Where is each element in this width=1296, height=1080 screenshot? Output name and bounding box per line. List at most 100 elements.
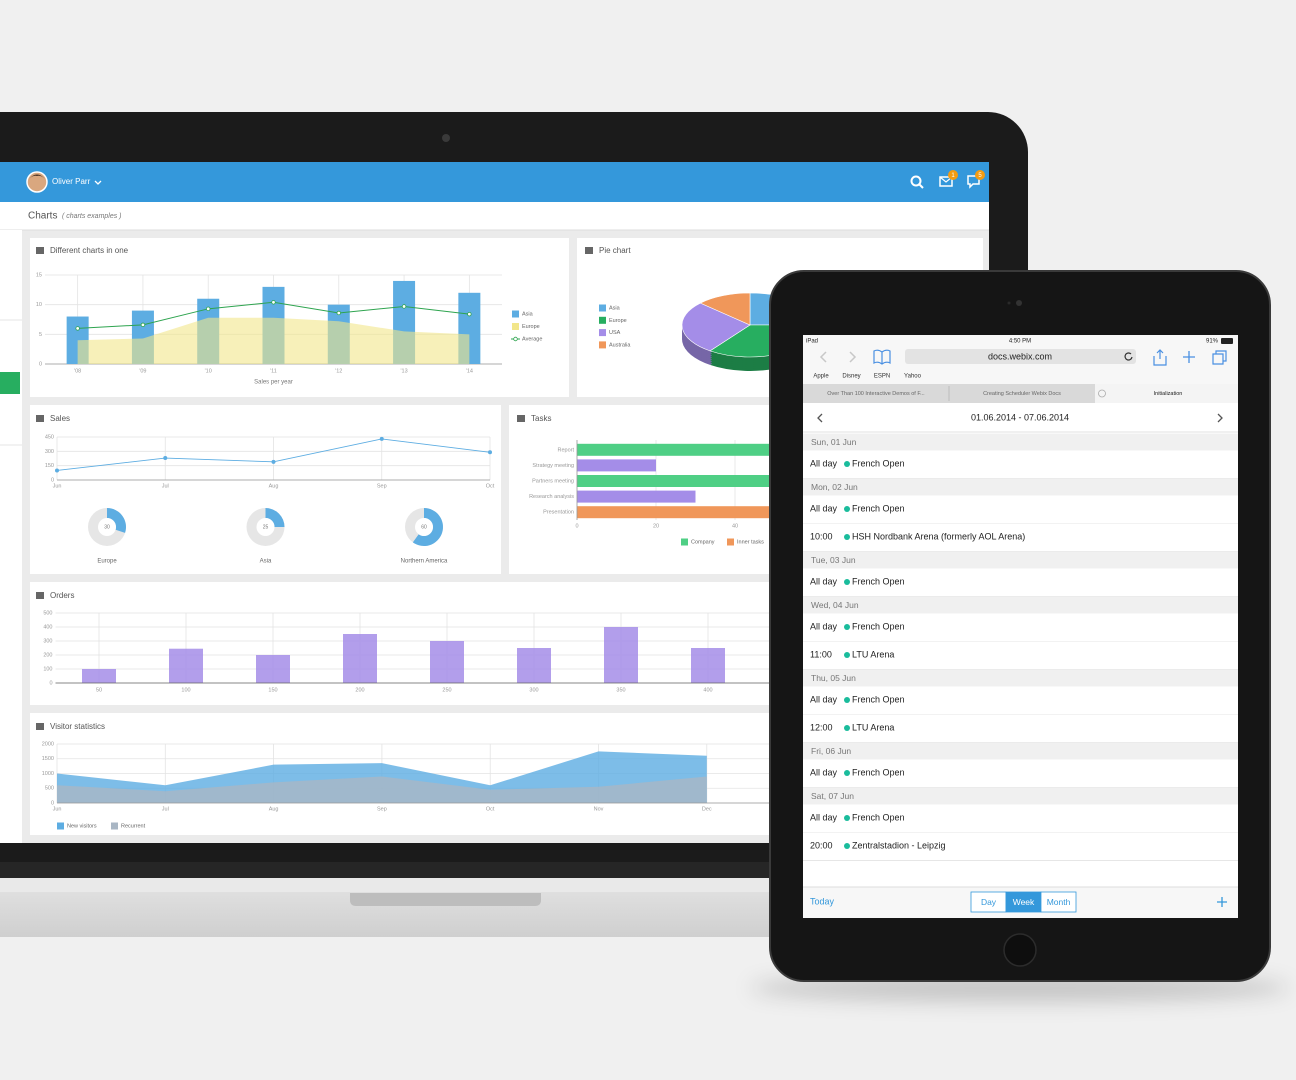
active-tab[interactable] (1095, 384, 1238, 403)
home-button[interactable] (1003, 933, 1037, 967)
y-tick-label: 2000 (42, 741, 54, 747)
point (206, 306, 211, 312)
event-time: All day (810, 576, 838, 586)
donut-arc (412, 508, 443, 546)
y-tick-label: 0 (51, 477, 54, 483)
y-tick-label: 300 (43, 638, 52, 644)
day-label: Thu, 05 Jun (811, 673, 856, 683)
y-tick-label: 100 (43, 666, 52, 672)
y-tick-label: 1000 (42, 771, 54, 777)
event-row[interactable] (803, 613, 1238, 642)
view-tab[interactable] (1040, 891, 1077, 913)
scheduler: Apple Disney ESPN Yahoo Over Than 100 Intera… (803, 374, 1238, 861)
prev-week[interactable] (817, 413, 823, 423)
panel-title: Tasks (531, 414, 551, 423)
bar (82, 669, 116, 683)
event-row[interactable] (803, 832, 1238, 861)
sidebar-active-item[interactable] (0, 372, 20, 394)
x-tick-label: 0 (575, 523, 578, 529)
legend-label: Recurrent (121, 823, 146, 829)
event-time: 20:00 (810, 840, 833, 850)
legend-label: Australia (609, 342, 631, 348)
day-header (803, 742, 1238, 760)
page-title: Charts (28, 211, 57, 222)
today-button[interactable]: Today (810, 896, 835, 906)
event-row[interactable] (803, 523, 1238, 552)
legend-swatch[interactable] (681, 538, 688, 546)
url-field[interactable] (905, 349, 1136, 364)
page-subtitle: ( charts examples ) (62, 213, 122, 220)
legend-swatch[interactable] (512, 310, 519, 318)
bookmarks-icon[interactable] (873, 349, 891, 365)
panel-icon (36, 592, 44, 599)
panel-title: Visitor statistics (50, 722, 105, 731)
tabs-icon[interactable] (1212, 350, 1227, 365)
event-row[interactable] (803, 686, 1238, 715)
browser-back[interactable] (819, 351, 827, 363)
x-tick-label: '08 (74, 368, 81, 374)
status-battery: 91% (1206, 339, 1219, 345)
legend-swatch[interactable] (57, 822, 64, 830)
day-header (803, 433, 1238, 451)
panel-icon (36, 723, 44, 730)
x-tick-label: Oct (486, 483, 495, 489)
bar (691, 648, 725, 683)
point (271, 300, 276, 305)
legend-label: Europe (609, 318, 627, 324)
search-icon[interactable] (910, 175, 922, 187)
browser-tab: Creating Scheduler Webix Docs (983, 391, 1061, 397)
user-menu-chevron[interactable] (94, 180, 102, 185)
legend-label: Company (691, 539, 715, 545)
event-dot (844, 579, 850, 585)
event-title: French Open (852, 576, 905, 586)
y-tick-label: 200 (43, 652, 52, 658)
bar (517, 648, 551, 683)
new-tab-icon[interactable] (1183, 351, 1195, 363)
legend-swatch[interactable] (727, 538, 734, 546)
legend-swatch[interactable] (599, 329, 606, 337)
panel-icon (36, 247, 44, 254)
legend-swatch[interactable] (599, 316, 606, 324)
legend-swatch[interactable] (512, 323, 519, 330)
add-event[interactable] (1217, 897, 1227, 907)
legend-swatch[interactable] (599, 341, 606, 349)
legend-swatch[interactable] (599, 304, 606, 312)
donut-value: 30 (104, 524, 110, 530)
laptop-camera (442, 134, 450, 142)
event-row[interactable] (803, 450, 1238, 479)
event-row[interactable] (803, 714, 1238, 743)
user-name[interactable]: Oliver Parr (52, 177, 91, 186)
x-tick-label: Sep (377, 483, 387, 489)
y-tick-label: 500 (45, 786, 54, 792)
x-tick-label: 350 (616, 687, 625, 693)
event-time: All day (810, 694, 838, 704)
event-row[interactable] (803, 495, 1238, 524)
tab-close[interactable] (1098, 389, 1106, 398)
avatar[interactable] (26, 171, 48, 193)
event-row[interactable] (803, 804, 1238, 833)
x-tick-label: Jun (53, 483, 62, 489)
y-tick-label: 450 (45, 434, 54, 440)
url[interactable]: docs.webix.com (988, 351, 1052, 361)
legend-marker (513, 336, 518, 342)
event-row[interactable] (803, 759, 1238, 788)
reload-icon[interactable] (1124, 352, 1133, 361)
donut-hole (98, 518, 116, 536)
point (467, 311, 472, 317)
day-label: Tue, 03 Jun (811, 555, 856, 565)
area (57, 776, 707, 803)
browser-forward[interactable] (849, 351, 857, 363)
share-icon[interactable] (1153, 349, 1167, 366)
legend-swatch[interactable] (111, 822, 118, 830)
next-week[interactable] (1217, 413, 1223, 423)
mail-icon[interactable] (939, 176, 953, 187)
event-row[interactable] (803, 568, 1238, 597)
event-dot (844, 461, 850, 467)
week-range: 01.06.2014 - 07.06.2014 (971, 412, 1069, 422)
y-tick-label: 300 (45, 449, 54, 455)
event-title: French Open (852, 767, 905, 777)
bar (577, 490, 696, 503)
event-row[interactable] (803, 641, 1238, 670)
y-tick-label: Presentation (543, 510, 574, 516)
legend-label: Average (522, 336, 542, 342)
